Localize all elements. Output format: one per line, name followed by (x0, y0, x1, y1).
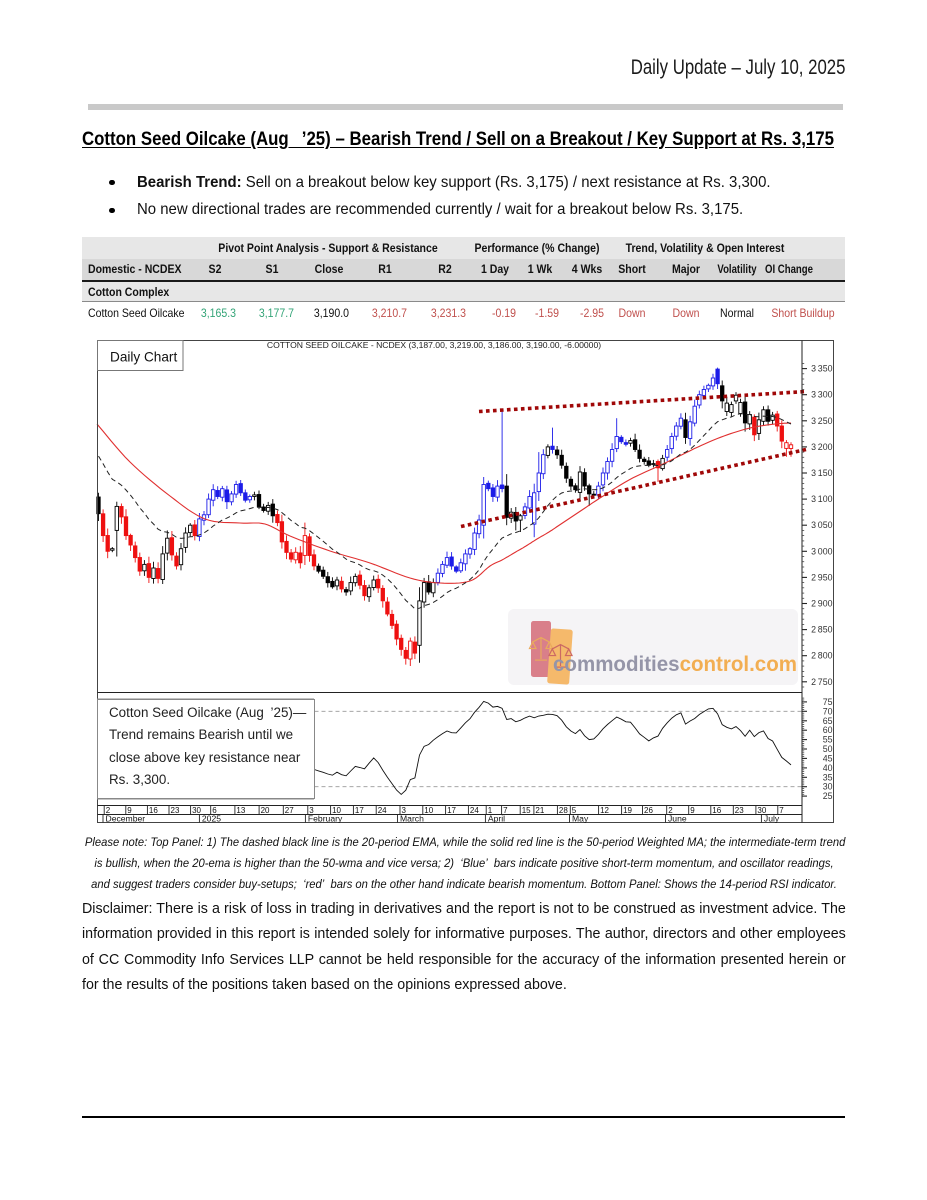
svg-text:17: 17 (447, 806, 456, 815)
svg-text:1: 1 (488, 806, 493, 815)
svg-text:19: 19 (623, 806, 632, 815)
svg-text:7: 7 (503, 806, 508, 815)
svg-text:3 350: 3 350 (811, 364, 832, 374)
svg-text:21: 21 (535, 806, 544, 815)
svg-text:3: 3 (402, 806, 407, 815)
svg-text:30: 30 (192, 806, 201, 815)
svg-text:75: 75 (823, 697, 833, 707)
svg-text:June: June (668, 814, 687, 824)
svg-text:3 300: 3 300 (811, 390, 832, 400)
svg-text:55: 55 (823, 735, 833, 745)
svg-text:9: 9 (127, 806, 132, 815)
svg-text:26: 26 (644, 806, 653, 815)
svg-text:60: 60 (823, 725, 833, 735)
svg-text:12: 12 (600, 806, 609, 815)
svg-text:2 800: 2 800 (811, 651, 832, 661)
svg-text:17: 17 (355, 806, 364, 815)
svg-text:23: 23 (171, 806, 180, 815)
svg-text:30: 30 (757, 806, 766, 815)
svg-text:Daily Chart: Daily Chart (110, 350, 177, 365)
svg-text:10: 10 (424, 806, 433, 815)
svg-text:December: December (106, 814, 146, 824)
svg-text:March: March (400, 814, 424, 824)
svg-text:3 000: 3 000 (811, 546, 832, 556)
svg-text:2 900: 2 900 (811, 599, 832, 609)
svg-text:July: July (764, 814, 780, 824)
svg-text:13: 13 (236, 806, 245, 815)
svg-text:24: 24 (378, 806, 387, 815)
svg-text:3: 3 (309, 806, 314, 815)
svg-text:3 200: 3 200 (811, 442, 832, 452)
svg-text:15: 15 (522, 806, 531, 815)
svg-text:3 150: 3 150 (811, 468, 832, 478)
svg-text:45: 45 (823, 753, 833, 763)
svg-text:16: 16 (712, 806, 721, 815)
svg-text:50: 50 (823, 744, 833, 754)
svg-text:20: 20 (261, 806, 270, 815)
svg-text:3 250: 3 250 (811, 416, 832, 426)
svg-text:24: 24 (470, 806, 479, 815)
svg-text:February: February (308, 814, 343, 824)
svg-text:3 100: 3 100 (811, 494, 832, 504)
svg-text:27: 27 (285, 806, 294, 815)
svg-text:35: 35 (823, 772, 833, 782)
svg-text:16: 16 (149, 806, 158, 815)
svg-text:April: April (488, 814, 505, 824)
svg-text:COTTON SEED OILCAKE - NCDEX (3: COTTON SEED OILCAKE - NCDEX (3,187.00, 3… (267, 340, 601, 350)
svg-text:28: 28 (559, 806, 568, 815)
svg-text:23: 23 (735, 806, 744, 815)
svg-text:2025: 2025 (202, 814, 221, 824)
svg-text:30: 30 (823, 782, 833, 792)
svg-text:65: 65 (823, 716, 833, 726)
svg-text:2: 2 (106, 806, 111, 815)
svg-text:9: 9 (690, 806, 695, 815)
svg-text:70: 70 (823, 706, 833, 716)
svg-text:2 950: 2 950 (811, 572, 832, 582)
svg-text:6: 6 (212, 806, 217, 815)
svg-text:May: May (572, 814, 589, 824)
svg-text:25: 25 (823, 791, 833, 801)
svg-text:commoditiescontrol.com: commoditiescontrol.com (553, 652, 797, 676)
svg-text:3 050: 3 050 (811, 520, 832, 530)
svg-text:5: 5 (572, 806, 577, 815)
svg-text:2: 2 (668, 806, 673, 815)
svg-text:2 750: 2 750 (811, 677, 832, 687)
svg-text:7: 7 (779, 806, 784, 815)
svg-text:40: 40 (823, 763, 833, 773)
svg-text:2 850: 2 850 (811, 625, 832, 635)
svg-text:10: 10 (332, 806, 341, 815)
